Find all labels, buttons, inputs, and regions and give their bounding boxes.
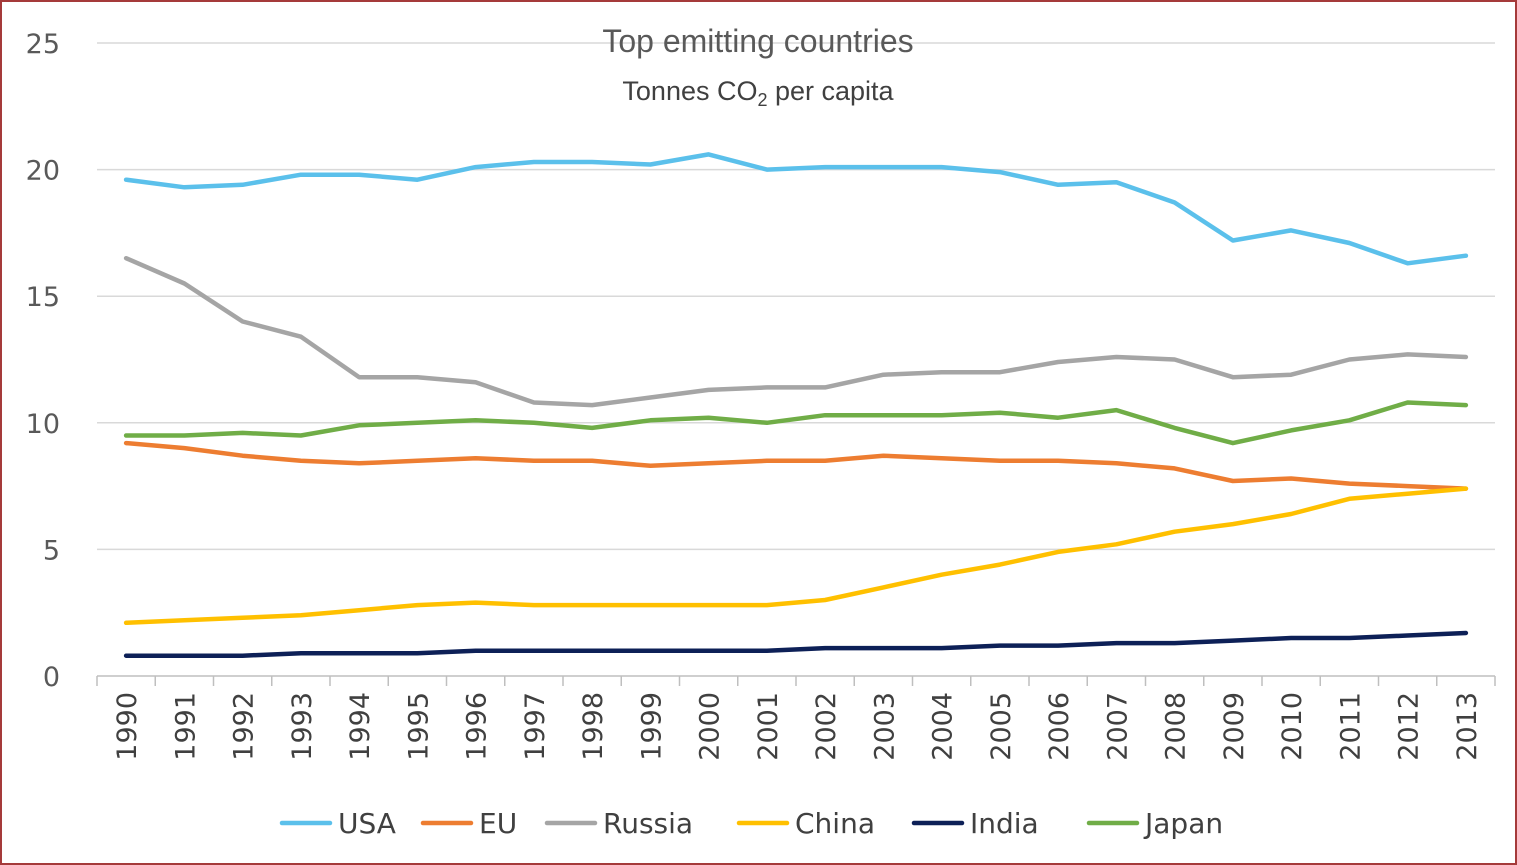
- y-tick-label: 0: [43, 662, 60, 693]
- series-line-usa: [123, 152, 1469, 266]
- y-axis-tick-labels: 0 5 10 15 20 25: [26, 29, 60, 693]
- legend-label-eu: EU: [479, 807, 517, 840]
- series-lines: [123, 152, 1469, 658]
- x-tick-label: 2010: [1277, 692, 1308, 761]
- subtitle-subscript: 2: [757, 90, 767, 110]
- x-tick-label: 2000: [695, 692, 726, 761]
- x-tick-label: 2004: [928, 692, 959, 761]
- x-tick-label: 1996: [462, 692, 493, 761]
- x-tick-label: 1991: [170, 692, 201, 761]
- x-axis: [96, 675, 1496, 686]
- chart-subtitle: Tonnes CO2 per capita: [622, 76, 894, 110]
- x-tick-label: 1994: [345, 692, 376, 761]
- gridlines: [97, 42, 1495, 551]
- x-axis-tick-labels: 1990 1991 1992 1993 1994 1995 1996 1997 1998 1999…: [112, 692, 1483, 761]
- series-line-china: [123, 486, 1469, 626]
- subtitle-prefix: Tonnes CO: [622, 76, 757, 106]
- x-tick-label: 2003: [869, 692, 900, 761]
- legend-label-japan: Japan: [1143, 807, 1223, 840]
- series-line-india: [123, 630, 1469, 658]
- series-line-russia: [123, 255, 1469, 408]
- x-tick-label: 2007: [1102, 692, 1133, 761]
- y-tick-label: 15: [26, 282, 60, 313]
- x-tick-label: 2011: [1335, 692, 1366, 761]
- legend-label-china: China: [795, 807, 875, 840]
- series-line-eu: [123, 440, 1469, 491]
- legend: USA EU Russia China India Japan: [279, 807, 1223, 840]
- subtitle-suffix: per capita: [768, 76, 895, 106]
- y-tick-label: 5: [43, 535, 60, 566]
- legend-label-usa: USA: [338, 807, 396, 840]
- x-tick-label: 2012: [1394, 692, 1425, 761]
- x-tick-label: 2006: [1044, 692, 1075, 761]
- x-tick-label: 2001: [753, 692, 784, 761]
- chart-title-group: Top emitting countries Tonnes CO2 per ca…: [602, 23, 913, 110]
- series-line-japan: [123, 400, 1469, 446]
- y-tick-label: 25: [26, 29, 60, 60]
- x-tick-label: 2009: [1219, 692, 1250, 761]
- x-tick-label: 1992: [229, 692, 260, 761]
- x-tick-label: 2002: [811, 692, 842, 761]
- x-tick-label: 1993: [287, 692, 318, 761]
- y-tick-label: 10: [26, 409, 60, 440]
- x-tick-label: 1997: [520, 692, 551, 761]
- x-tick-label: 1990: [112, 692, 143, 761]
- x-tick-label: 2013: [1452, 692, 1483, 761]
- x-tick-label: 1995: [403, 692, 434, 761]
- x-tick-label: 2005: [986, 692, 1017, 761]
- y-tick-label: 20: [26, 156, 60, 187]
- chart-title: Top emitting countries: [602, 23, 913, 59]
- legend-label-india: India: [970, 807, 1039, 840]
- x-tick-label: 1999: [636, 692, 667, 761]
- x-tick-label: 1998: [578, 692, 609, 761]
- legend-label-russia: Russia: [603, 807, 693, 840]
- x-tick-label: 2008: [1161, 692, 1192, 761]
